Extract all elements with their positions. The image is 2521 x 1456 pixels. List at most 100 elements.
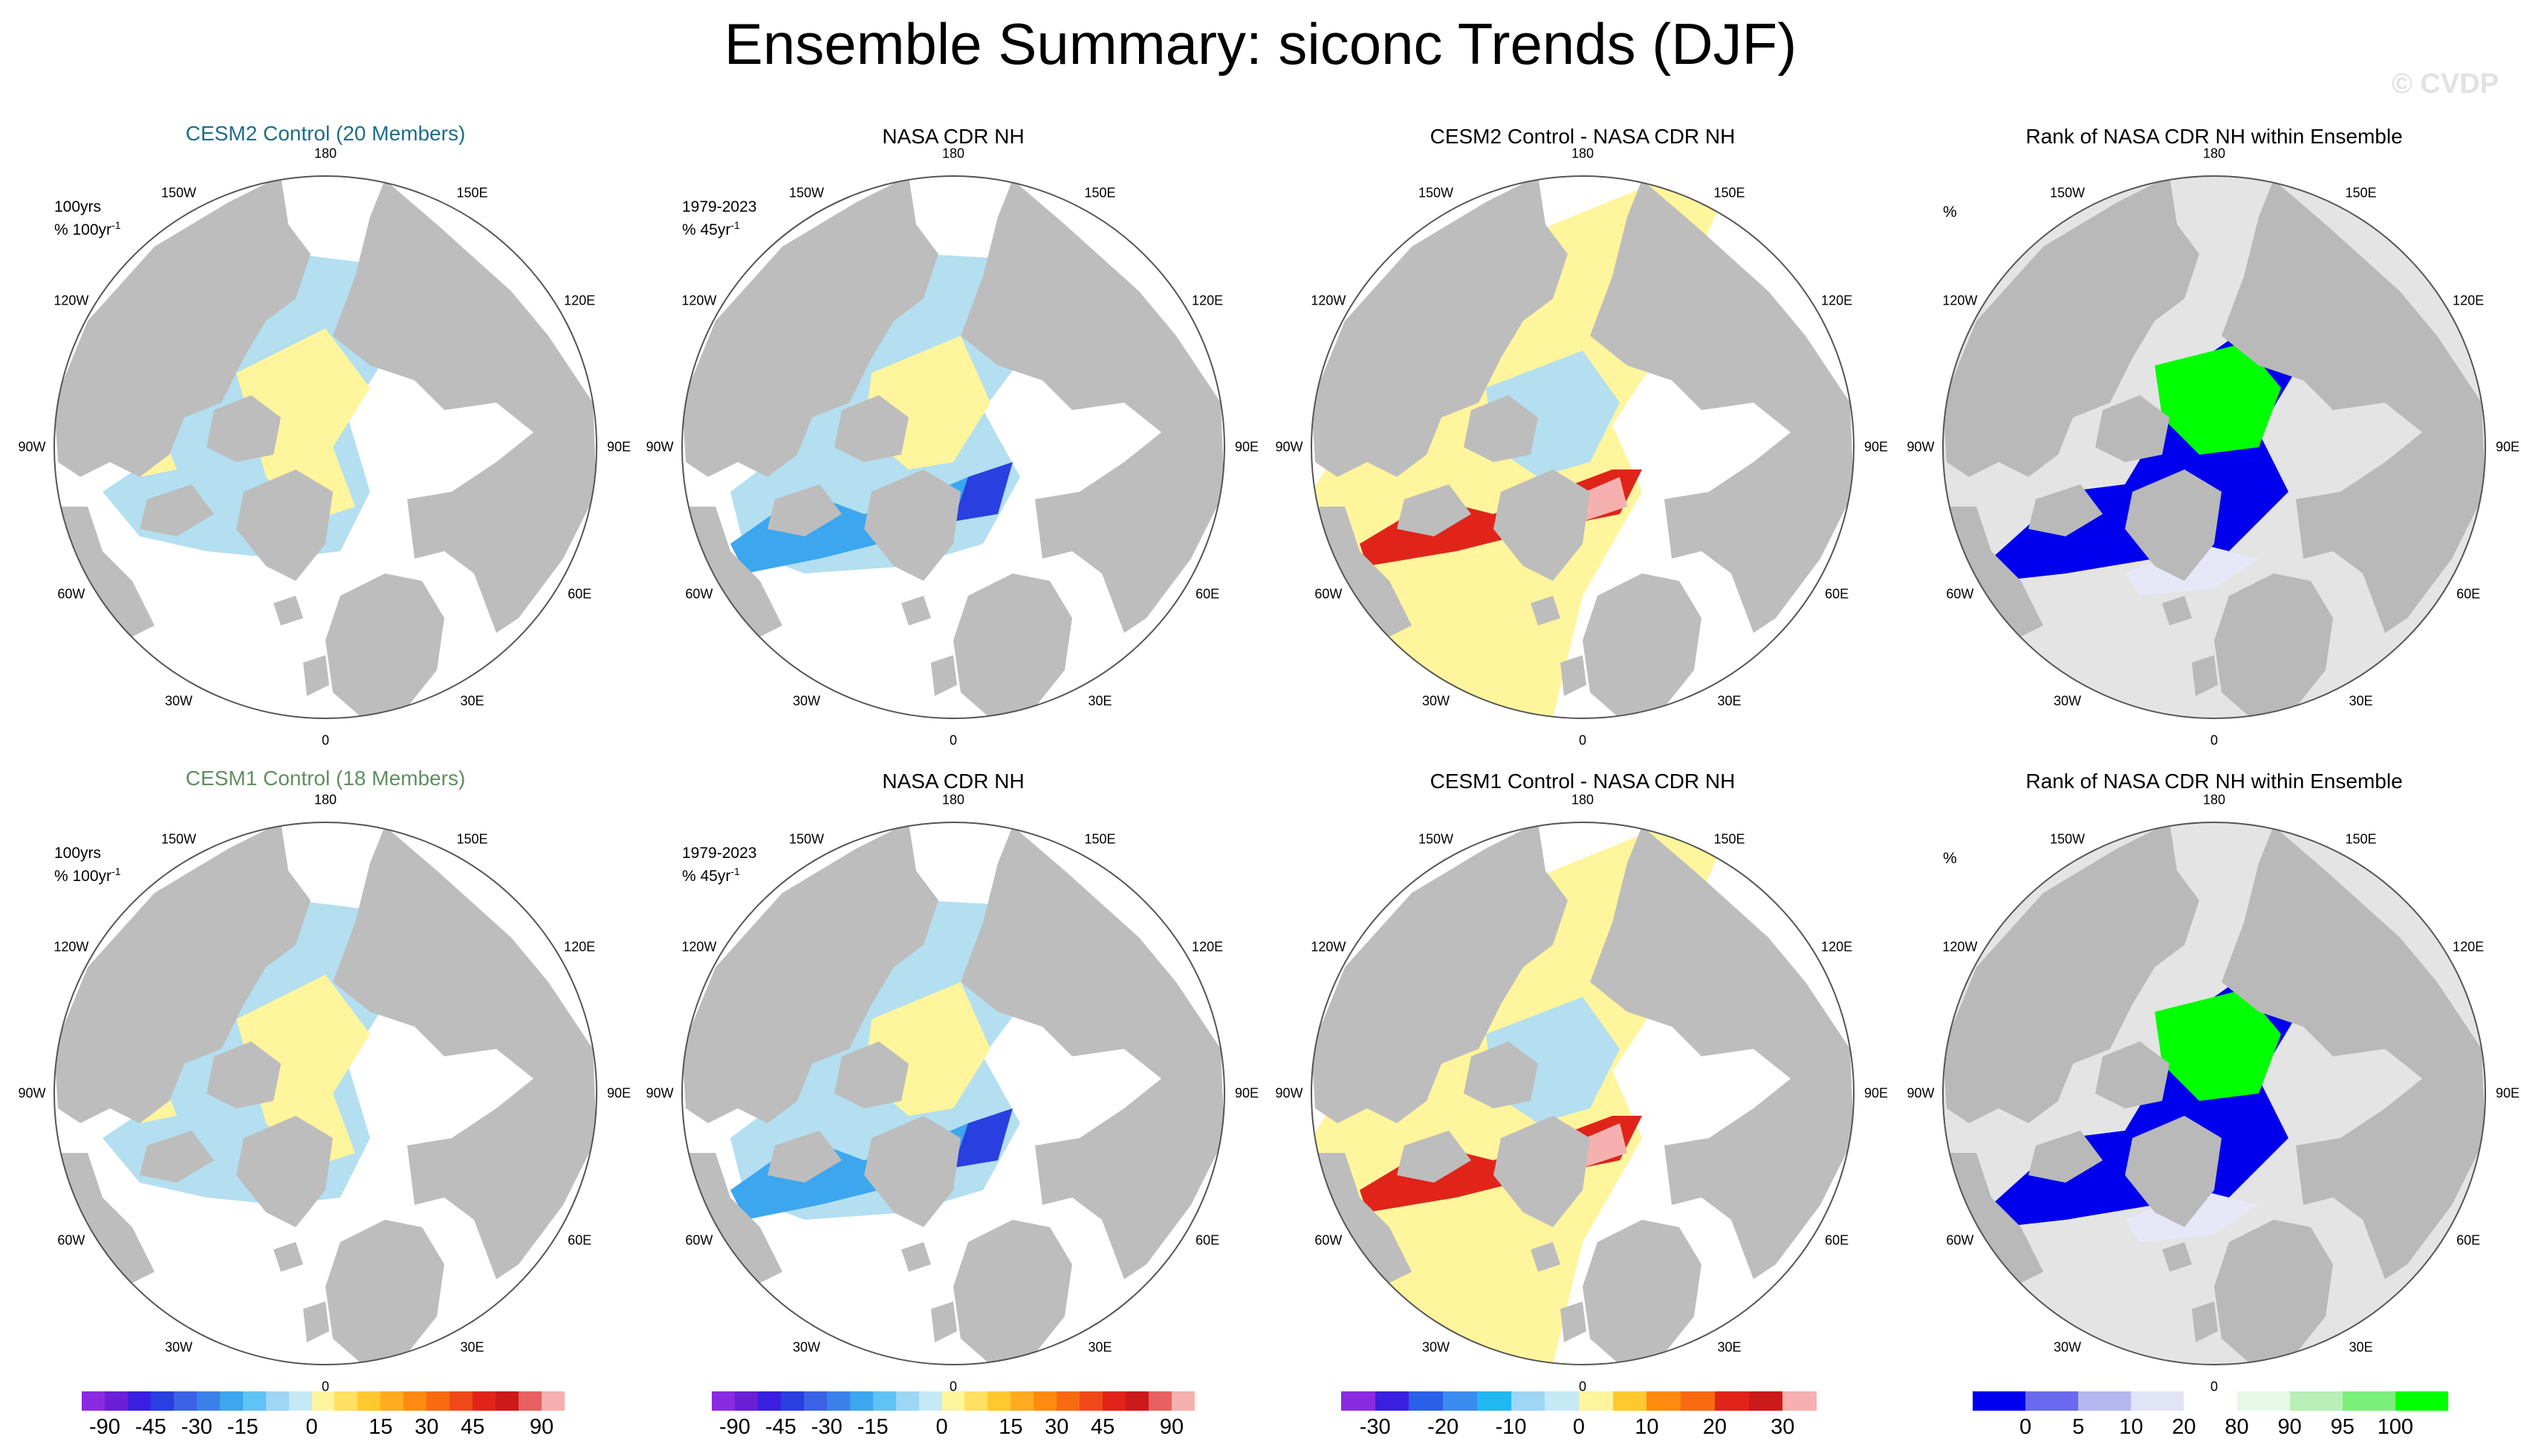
longitude-label: 30E bbox=[1717, 693, 1742, 709]
polar-map-obs bbox=[681, 175, 1225, 719]
land-labrador bbox=[1311, 507, 1412, 640]
land-eurasia-east bbox=[2222, 180, 2485, 633]
longitude-label: 60E bbox=[1825, 586, 1849, 601]
colorbar-tick-label: -45 bbox=[134, 1415, 166, 1439]
colorbar-tick-label: 90 bbox=[1159, 1415, 1184, 1439]
longitude-label: 150W bbox=[788, 831, 825, 847]
colorbar-swatch bbox=[2342, 1391, 2396, 1411]
longitude-label: 150E bbox=[1084, 831, 1116, 847]
longitude-label: 30W bbox=[164, 1339, 193, 1355]
land-scandinavia bbox=[1583, 1220, 1701, 1365]
longitude-label: 120W bbox=[1942, 939, 1978, 954]
note-units: % 45yr-1 bbox=[682, 862, 756, 885]
longitude-label: 60W bbox=[685, 586, 713, 601]
longitude-label: 30W bbox=[164, 693, 193, 709]
land-scandinavia bbox=[325, 1220, 444, 1365]
colorbar-tick-label: -10 bbox=[1495, 1415, 1527, 1439]
land-greenland bbox=[236, 1116, 333, 1227]
colorbar-swatch bbox=[519, 1391, 542, 1411]
longitude-label: 90W bbox=[1275, 1085, 1303, 1101]
longitude-label: 30W bbox=[1421, 1339, 1450, 1355]
land-iceland bbox=[2162, 596, 2192, 625]
colorbar-swatch bbox=[1476, 1391, 1512, 1411]
land-scandinavia bbox=[953, 1220, 1072, 1365]
colorbar-swatch bbox=[2289, 1391, 2343, 1411]
note-period: 1979-2023 bbox=[682, 198, 757, 215]
note-units-exponent: -1 bbox=[111, 219, 121, 231]
land-scandinavia bbox=[953, 573, 1072, 718]
land-north-america bbox=[1943, 822, 2199, 1123]
colorbar-swatch bbox=[712, 1391, 736, 1411]
land-uk bbox=[303, 655, 329, 696]
colorbar-swatch bbox=[1172, 1391, 1195, 1411]
colorbar-swatch bbox=[1973, 1391, 2026, 1411]
field-blue-dark bbox=[953, 462, 1013, 521]
longitude-label: 120E bbox=[564, 939, 596, 954]
colorbar-swatch bbox=[780, 1391, 805, 1411]
colorbar-tick-label: 45 bbox=[461, 1415, 485, 1439]
longitude-label: 90W bbox=[18, 439, 46, 455]
colorbar-swatch bbox=[1010, 1391, 1034, 1411]
note-units-text: % bbox=[1943, 850, 1957, 867]
land-baffin bbox=[140, 1131, 214, 1183]
colorbar-swatch bbox=[173, 1391, 198, 1411]
colorbar-swatch bbox=[2395, 1391, 2449, 1411]
land-greenland bbox=[864, 469, 961, 581]
colorbar-tick-label: 95 bbox=[2330, 1415, 2355, 1439]
colorbar-swatch bbox=[2236, 1391, 2291, 1411]
longitude-label: 120E bbox=[1192, 939, 1224, 954]
land-labrador bbox=[1943, 1153, 2043, 1287]
land-eurasia-east bbox=[333, 180, 597, 633]
colorbar-swatch bbox=[1579, 1391, 1614, 1411]
land-north-america bbox=[1311, 822, 1568, 1123]
longitude-label: 150W bbox=[160, 185, 197, 201]
longitude-label: 150W bbox=[160, 831, 197, 847]
longitude-label: 180 bbox=[1571, 792, 1594, 807]
colorbar-swatch bbox=[1646, 1391, 1681, 1411]
land-arctic-islands bbox=[834, 395, 909, 462]
longitude-label: 0 bbox=[949, 1379, 958, 1394]
note-period: 1979-2023 bbox=[682, 845, 757, 862]
longitude-label: 150W bbox=[2049, 185, 2086, 201]
land-uk bbox=[303, 1301, 329, 1342]
longitude-label: 120W bbox=[53, 939, 89, 954]
longitude-label: 120E bbox=[1192, 293, 1224, 308]
field-light-yellow bbox=[236, 975, 370, 1168]
colorbar-swatch bbox=[941, 1391, 965, 1411]
panel-title: CESM2 Control (20 Members) bbox=[185, 122, 466, 145]
note-units: % bbox=[1943, 198, 1957, 221]
longitude-label: 90E bbox=[2495, 439, 2520, 455]
colorbar-tick-label: -30 bbox=[811, 1415, 843, 1439]
longitude-label: 90W bbox=[646, 1085, 674, 1101]
colorbar-swatch bbox=[311, 1391, 335, 1411]
map-border bbox=[1311, 175, 1855, 719]
colorbar-tick-label: 20 bbox=[2172, 1415, 2196, 1439]
note-units-text: % 100yr bbox=[54, 221, 112, 238]
colorbar-trend: -90 -45 -30 -15 0 15 30 45 90 bbox=[712, 1391, 1195, 1451]
polar-map-diff bbox=[1311, 175, 1855, 719]
colorbar-swatch bbox=[2025, 1391, 2079, 1411]
longitude-label: 90W bbox=[646, 439, 674, 455]
longitude-label: 90E bbox=[1863, 1085, 1889, 1101]
land-greenland bbox=[864, 1116, 961, 1227]
panel-units-note: 1979-2023% 45yr-1 bbox=[682, 845, 756, 885]
colorbar-tick-label: 90 bbox=[529, 1415, 554, 1439]
longitude-label: 150E bbox=[2345, 185, 2377, 201]
longitude-label: 30W bbox=[2053, 1339, 2082, 1355]
field-light-yellow bbox=[236, 328, 370, 521]
note-period: 100yrs bbox=[54, 845, 102, 862]
colorbar-rank: 0 5 10 20 80 90 95 100 bbox=[1973, 1391, 2449, 1451]
colorbar-trend: -90 -45 -30 -15 0 15 30 45 90 bbox=[82, 1391, 565, 1451]
longitude-label: 0 bbox=[2210, 1379, 2219, 1394]
cvdp-watermark: © CVDP bbox=[2391, 68, 2499, 100]
land-iceland bbox=[2162, 1242, 2192, 1272]
colorbar-swatch bbox=[849, 1391, 874, 1411]
longitude-label: 180 bbox=[941, 792, 965, 807]
land-scandinavia bbox=[2214, 573, 2333, 718]
colorbar-tick-label: 45 bbox=[1091, 1415, 1115, 1439]
map-border bbox=[53, 822, 597, 1365]
longitude-label: 120W bbox=[681, 939, 717, 954]
longitude-label: 60E bbox=[2456, 586, 2481, 601]
land-north-america bbox=[1943, 176, 2199, 477]
longitude-label: 90W bbox=[1907, 1085, 1935, 1101]
